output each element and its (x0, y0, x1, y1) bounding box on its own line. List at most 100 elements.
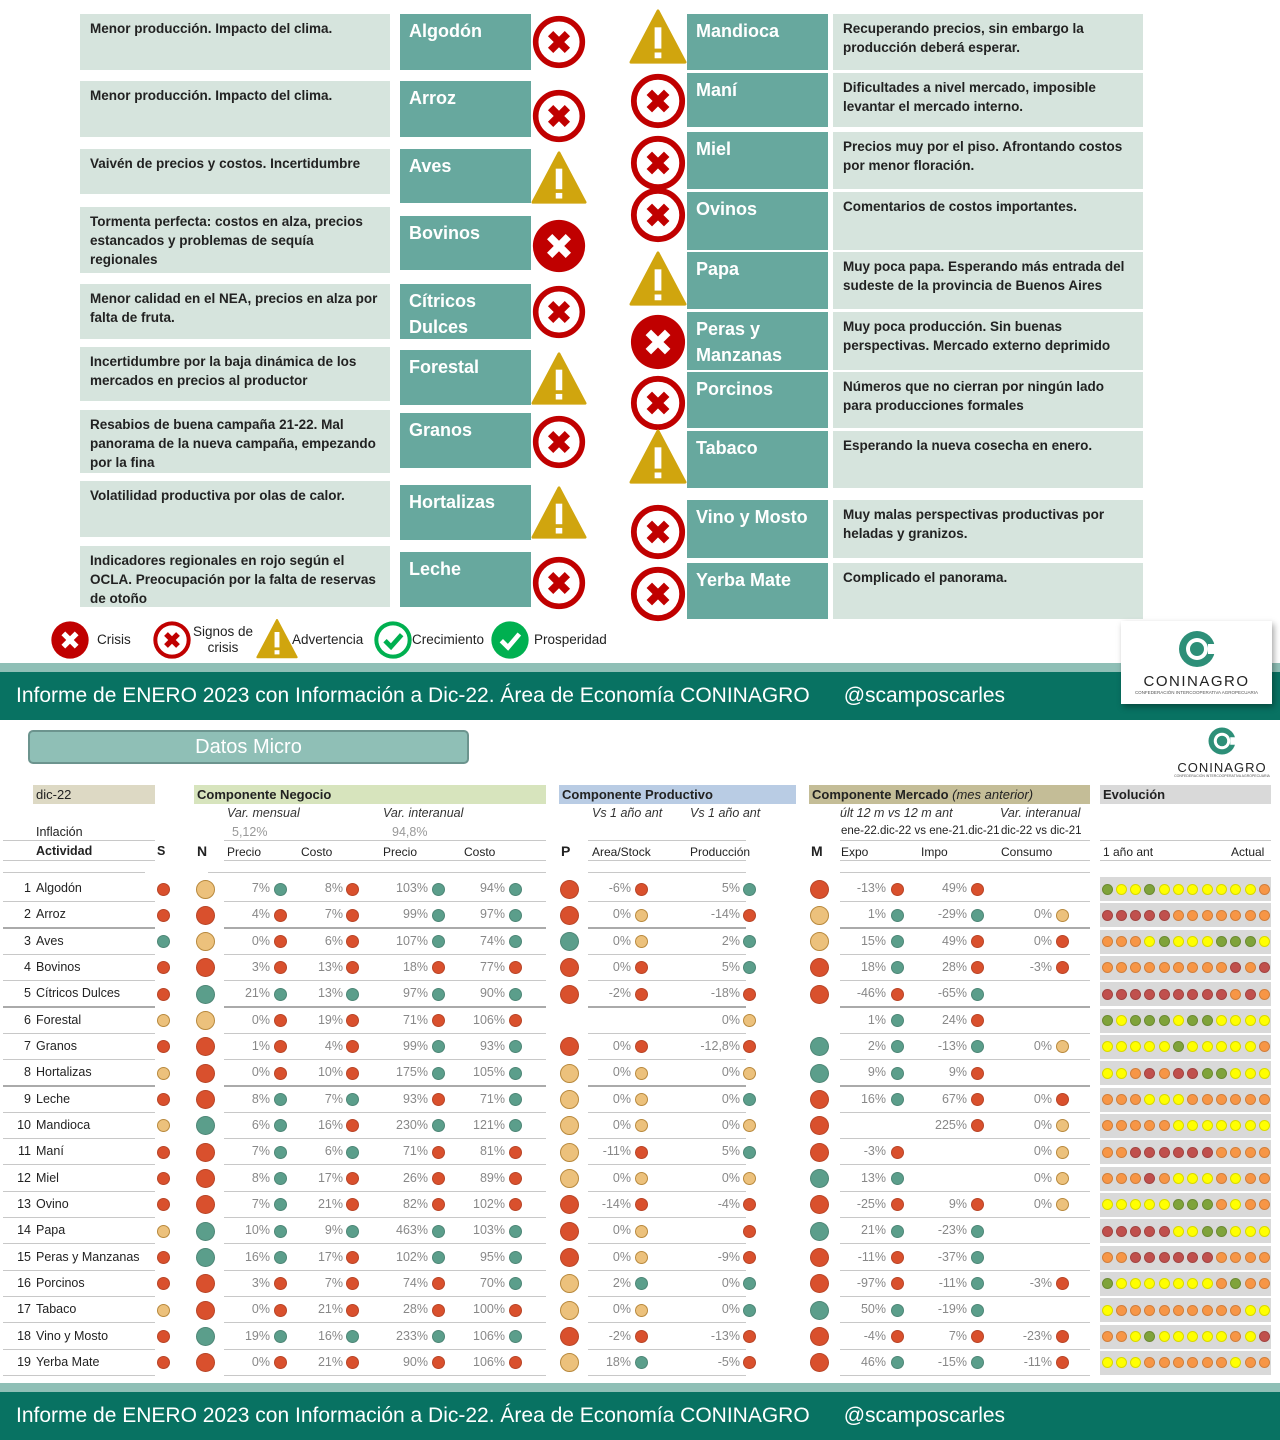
s-status-dot (156, 987, 170, 1001)
negocio-value: 0% (251, 1065, 270, 1080)
negocio-dot (431, 1093, 445, 1107)
evolution-dot (1158, 1094, 1170, 1106)
evolution-dot (1258, 1067, 1270, 1079)
mercado-value: 2% (867, 1038, 886, 1053)
negocio-dot (431, 1251, 445, 1265)
negocio-value: 107% (396, 933, 428, 948)
s-status-dot (156, 961, 170, 975)
productivo-dot (742, 1040, 756, 1054)
evolution-strip (1100, 1324, 1271, 1349)
productivo-dot (742, 935, 756, 949)
var-mensual-label: Var. mensual (227, 806, 300, 820)
mercado-dot (890, 1251, 904, 1265)
coninagro-logo-small: CONINAGRO Confederación Intercooperativa… (1168, 726, 1276, 778)
negocio-dot (508, 987, 522, 1001)
row-divider (840, 1085, 1090, 1088)
activity-name: Hortalizas (36, 1065, 92, 1080)
row-divider (840, 1058, 1090, 1060)
n-status-dot (195, 932, 215, 952)
evolution-dot (1187, 883, 1199, 895)
row-divider (3, 1111, 155, 1113)
evolution-dot (1215, 988, 1227, 1000)
negocio-value: 74% (479, 933, 505, 948)
negocio-value: 7% (324, 1091, 343, 1106)
row-number: 10 (17, 1117, 31, 1132)
mercado-dot (1055, 908, 1069, 922)
p-status-dot (559, 1221, 579, 1241)
negocio-dot (273, 1172, 287, 1186)
mercado-dot (1055, 935, 1069, 949)
row-divider (588, 1322, 746, 1324)
evolution-strip (1100, 1192, 1271, 1217)
legend-warning-label: Advertencia (292, 632, 364, 647)
row-divider (224, 1032, 546, 1034)
negocio-dot (508, 1303, 522, 1317)
signos-icon (531, 555, 587, 616)
productivo-value: -2% (608, 986, 631, 1001)
activity-porcinos: Porcinos (687, 372, 828, 428)
evolution-strip (1100, 1087, 1271, 1112)
evolution-dot (1130, 988, 1142, 1000)
evolution-dot (1173, 1173, 1184, 1185)
divider (840, 860, 1090, 861)
evolution-dot (1144, 1199, 1156, 1211)
negocio-dot (345, 908, 359, 922)
evolution-dot (1244, 883, 1256, 895)
mercado-value: -37% (937, 1249, 967, 1264)
evolution-dot (1101, 1173, 1113, 1185)
negocio-dot (345, 987, 359, 1001)
evolution-dot (1258, 1199, 1270, 1211)
evolution-dot (1215, 1199, 1227, 1211)
n-status-dot (195, 1248, 215, 1268)
p-status-dot (559, 1116, 579, 1136)
negocio-value: 99% (402, 1038, 428, 1053)
datos-micro-button[interactable]: Datos Micro (28, 730, 469, 764)
evolution-dot (1173, 988, 1184, 1000)
comment-hortalizas: Volatilidad productiva por olas de calor… (80, 481, 390, 537)
row-divider (588, 1295, 746, 1297)
area-header: Area/Stock (592, 845, 651, 859)
negocio-dot (273, 1119, 287, 1133)
mercado-dot (1055, 1277, 1069, 1291)
negocio-dot (345, 1014, 359, 1028)
negocio-dot (431, 882, 445, 896)
negocio-dot (431, 1224, 445, 1238)
activity-header: Actividad (36, 844, 93, 858)
activity-name: Tabaco (36, 1302, 77, 1317)
mercado-value: -19% (937, 1302, 967, 1317)
report-banner-bottom: Informe de ENERO 2023 con Información a … (0, 1392, 1280, 1440)
activity-mani: Maní (687, 73, 828, 127)
evolution-dot (1144, 1120, 1156, 1132)
productivo-value: 2% (612, 1275, 631, 1290)
evolution-dot (1115, 1331, 1127, 1343)
p-status-dot (559, 1142, 579, 1162)
evolution-dot (1115, 1252, 1127, 1264)
row-divider (840, 1322, 1090, 1324)
inflation-label: Inflación (36, 825, 83, 839)
s-status-dot (156, 1145, 170, 1159)
productivo-dot (634, 1303, 648, 1317)
m-status-dot (809, 1353, 829, 1373)
negocio-dot (508, 1014, 522, 1028)
row-divider (588, 901, 746, 902)
evolution-dot (1201, 1015, 1213, 1027)
mercado-dot (970, 1330, 984, 1344)
negocio-dot (345, 1172, 359, 1186)
evolution-dot (1173, 1252, 1184, 1264)
productivo-value: 0% (612, 1091, 631, 1106)
evolution-dot (1144, 1252, 1156, 1264)
mercado-dot (890, 1356, 904, 1370)
row-divider (840, 1032, 1090, 1034)
productivo-dot (742, 1093, 756, 1107)
evolution-dot (1101, 1094, 1113, 1106)
mercado-dot (890, 1014, 904, 1028)
activity-algodon: Algodón (400, 14, 531, 70)
s-status-dot (156, 1066, 170, 1080)
mercado-dot (970, 935, 984, 949)
row-number: 2 (24, 907, 31, 922)
evolution-strip (1100, 903, 1271, 928)
s-status-dot (156, 935, 170, 949)
p-status-dot (559, 932, 579, 952)
negocio-value: 0% (251, 1302, 270, 1317)
evolution-dot (1173, 936, 1184, 948)
